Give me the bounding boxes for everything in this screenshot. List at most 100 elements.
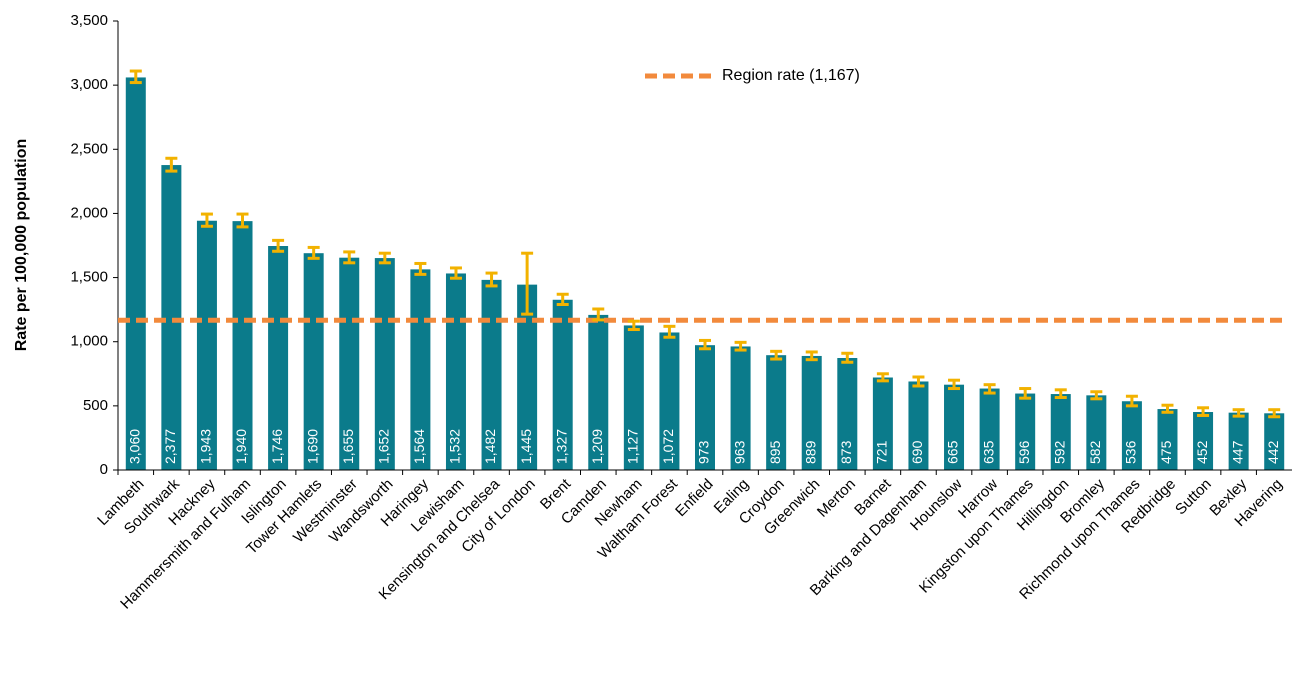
value-label-group: 1,532 [447,429,463,464]
bar [623,325,644,470]
value-label: 895 [767,440,783,464]
value-label: 1,652 [376,429,392,464]
value-label-group: 1,655 [340,429,356,464]
value-label-group: 690 [909,440,925,464]
value-label: 1,940 [233,429,249,464]
bar [339,257,360,470]
y-tick-label: 3,500 [70,12,108,29]
x-tick-label: Merton [814,476,859,521]
value-label-group: 582 [1087,440,1103,464]
value-label-group: 1,652 [376,429,392,464]
y-tick-label: 2,000 [70,204,108,221]
x-tick-label: Sutton [1172,476,1215,519]
value-label: 596 [1016,440,1032,464]
value-label: 582 [1087,440,1103,464]
value-label-group: 3,060 [126,429,142,464]
value-label: 889 [802,440,818,464]
x-label-group: Enfield [672,476,716,520]
value-label-group: 1,690 [304,429,320,464]
value-label-group: 2,377 [162,429,178,464]
bar [908,381,929,470]
bar [588,314,609,470]
bar [517,284,538,470]
value-label: 1,746 [269,429,285,464]
value-label-group: 452 [1194,440,1210,464]
value-label-group: 1,072 [660,429,676,464]
value-label: 1,690 [304,429,320,464]
bar [303,253,324,470]
value-label: 1,445 [518,429,534,464]
bar [695,345,715,470]
bar [1086,395,1107,470]
bar [1050,394,1071,470]
value-label-group: 635 [980,440,996,464]
value-label-group: 1,209 [589,429,605,464]
value-label: 1,482 [482,429,498,464]
bar [1193,412,1214,470]
bar [196,220,217,470]
bar [1015,393,1036,470]
legend-label: Region rate (1,167) [722,67,860,84]
bar [481,279,502,470]
y-tick-label: 1,000 [70,333,108,350]
value-label-group: 721 [874,440,890,464]
bar [979,388,1000,470]
bar [1121,401,1142,470]
value-label: 1,532 [447,429,463,464]
value-label-group: 665 [945,440,961,464]
y-tick-label: 1,500 [70,269,108,286]
value-label-group: 1,445 [518,429,534,464]
x-tick-label: Enfield [672,476,716,520]
y-tick-label: 0 [100,461,108,478]
bar [730,346,751,470]
bar [1228,412,1249,470]
value-label-group: 895 [767,440,783,464]
bar [232,221,253,470]
value-label: 1,655 [340,429,356,464]
value-label: 536 [1123,440,1139,464]
value-label-group: 592 [1051,440,1067,464]
value-label-group: 536 [1123,440,1139,464]
y-tick-label: 2,500 [70,140,108,157]
value-label: 475 [1158,440,1174,464]
value-label: 452 [1194,440,1210,464]
value-label: 1,943 [198,429,214,464]
value-label-group: 1,746 [269,429,285,464]
value-label: 1,327 [553,429,569,464]
value-label: 592 [1051,440,1067,464]
value-label: 635 [980,440,996,464]
value-label: 1,564 [411,429,427,464]
bar [125,77,146,471]
bar [161,165,182,470]
x-label-group: Merton [814,476,859,521]
value-label: 2,377 [162,429,178,464]
value-label-group: 447 [1229,440,1245,464]
bar [766,355,787,470]
value-label-group: 1,943 [198,429,214,464]
bar [801,355,822,470]
value-label: 447 [1229,440,1245,464]
value-label-group: 1,940 [233,429,249,464]
bar [872,377,893,470]
value-label-group: 596 [1016,440,1032,464]
value-label-group: 442 [1265,440,1281,464]
value-label: 963 [731,440,747,464]
value-label-group: 1,327 [553,429,569,464]
value-label-group: 475 [1158,440,1174,464]
value-label: 1,127 [625,429,641,464]
bar [1157,409,1178,470]
value-label: 873 [838,440,854,464]
value-label-group: 1,127 [625,429,641,464]
value-label: 721 [874,440,890,464]
bar [944,384,965,470]
value-label: 1,209 [589,429,605,464]
y-tick-label: 3,000 [70,76,108,93]
value-label-group: 1,564 [411,429,427,464]
bar [374,258,395,470]
value-label-group: 873 [838,440,854,464]
bar [1264,413,1285,470]
bar [552,299,573,470]
y-tick-label: 500 [83,397,108,414]
bar [837,358,858,470]
